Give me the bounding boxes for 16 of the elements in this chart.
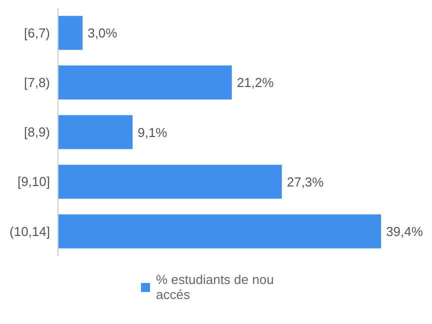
data-label: 3,0% bbox=[88, 26, 118, 41]
bar bbox=[58, 16, 83, 50]
y-tick-label: [9,10] bbox=[17, 174, 50, 190]
bar bbox=[58, 115, 133, 150]
legend-label: % estudiants de nou accés bbox=[156, 272, 275, 302]
y-tick-label: (10,14] bbox=[10, 224, 50, 239]
data-label: 39,4% bbox=[386, 224, 424, 239]
y-tick-label: [7,8) bbox=[24, 75, 50, 90]
data-label: 27,3% bbox=[286, 174, 324, 190]
y-tick-label: [6,7) bbox=[24, 25, 50, 40]
bar bbox=[58, 164, 282, 199]
y-tick-label: [8,9) bbox=[24, 124, 50, 140]
bar bbox=[58, 214, 382, 248]
data-label: 9,1% bbox=[138, 124, 168, 140]
bar bbox=[58, 66, 232, 100]
data-label: 21,2% bbox=[236, 75, 274, 90]
